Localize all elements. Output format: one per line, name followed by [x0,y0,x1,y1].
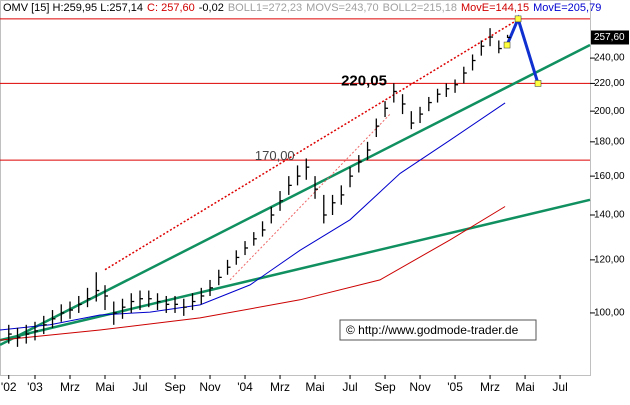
header: OMV [15] H:259,95 L:257,14 C: 257,60 -0,02… [3,2,601,14]
plot: 220,05 170,00 [0,14,591,347]
y-tick-label: 180,00 [594,136,625,147]
plot-area [0,0,591,376]
y-tick-label: 120,00 [594,255,625,266]
x-tick-label: Jul [552,380,567,394]
last-price-label: 257,60 [594,32,625,43]
y-tick-label: 100,00 [594,308,625,319]
x-tick-label: '05 [447,380,463,394]
annotation: 220,05 [341,72,387,89]
projection-point [514,15,522,23]
x-tick-label: '04 [237,380,253,394]
trend-line [229,113,391,281]
y-tick-label: 240,00 [594,53,625,64]
projection-point [503,41,511,49]
x-tick-label: Nov [409,380,430,394]
y-tick-label: 220,00 [594,78,625,89]
copyright-box [339,319,537,341]
moving-average [0,102,506,331]
header-item: MOVS=243,70 [306,2,378,14]
y-tick-label: 160,00 [594,171,625,182]
header-item: BOLL2=215,18 [383,2,457,14]
header-item: -0,02 [199,2,224,14]
x-tick-label: Mai [95,380,114,394]
x-tick-label: Mai [305,380,324,394]
x-tick-label: Sep [164,380,186,394]
last-price-box [591,30,629,45]
x-tick-label: Sep [374,380,396,394]
header-item: OMV [15] H:259,95 L:257,14 [3,2,143,14]
x-tick-label: Jul [342,380,357,394]
x-tick-label: Mrz [480,380,500,394]
trend-line [104,17,521,271]
header-item: C: 257,60 [147,2,195,14]
x-tick-label: Mrz [60,380,80,394]
moving-average [0,206,506,341]
x-tick-label: Mai [515,380,534,394]
x-tick-label: Jul [132,380,147,394]
trend-line [0,43,591,347]
header-item: MovE=144,15 [461,2,529,14]
header-item: BOLL1=272,23 [228,2,302,14]
x-tick-label: Nov [199,380,220,394]
y-tick-label: 140,00 [594,210,625,221]
annotation: 170,00 [255,148,295,163]
projection-point [534,80,542,87]
copyright: © http://www.godmode-trader.de [346,323,519,337]
x-tick-label: '03 [27,380,43,394]
trend-line [0,198,591,342]
header-item: MovE=205,79 [533,2,601,14]
x-tick-label: Mrz [270,380,290,394]
y-tick-label: 200,00 [594,106,625,117]
x-tick-label: '02 [1,380,17,394]
